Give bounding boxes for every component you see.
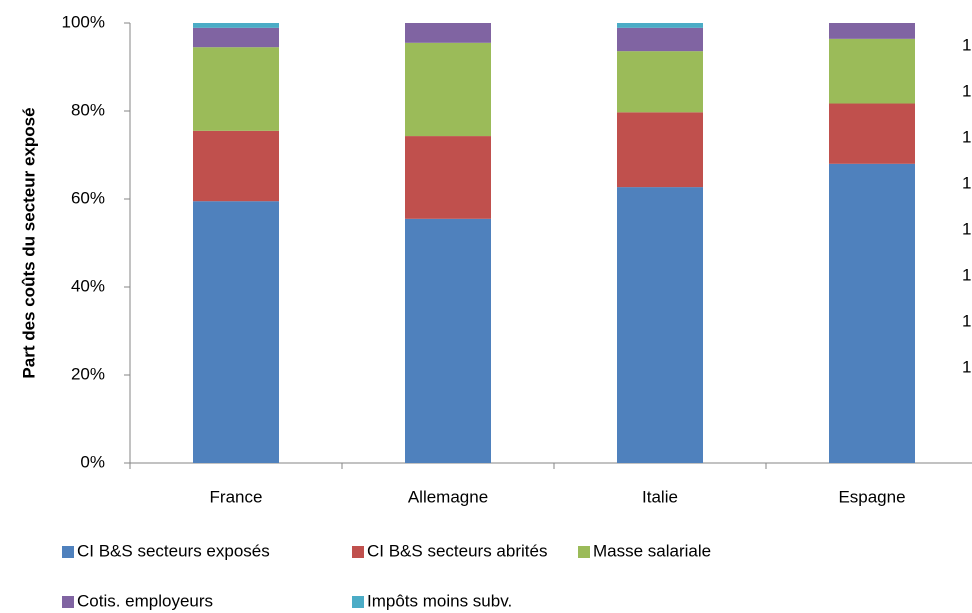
y-tick-label: 20% — [71, 364, 105, 383]
right-label: 1 — [962, 173, 971, 192]
right-label: 1 — [962, 81, 971, 100]
y-tick-label: 100% — [62, 12, 105, 31]
legend-label: CI B&S secteurs abrités — [367, 541, 547, 560]
bar-segment — [193, 47, 279, 131]
y-tick-label: 80% — [71, 100, 105, 119]
bar-segment — [829, 163, 915, 464]
bar-segment — [405, 136, 491, 219]
bar-segment — [193, 130, 279, 202]
legend-label: Impôts moins subv. — [367, 591, 512, 610]
legend-label: Masse salariale — [593, 541, 711, 560]
legend-label: Cotis. employeurs — [77, 591, 213, 610]
legend-swatch — [352, 596, 364, 608]
bar-segment — [405, 23, 491, 43]
right-label: 1 — [962, 35, 971, 54]
right-label: 1 — [962, 265, 971, 284]
right-label: 1 — [962, 219, 971, 238]
legend-swatch — [578, 546, 590, 558]
x-tick-label: France — [210, 487, 263, 506]
y-axis-label: Part des coûts du secteur exposé — [19, 107, 38, 378]
x-tick-label: Italie — [642, 487, 678, 506]
bar-segment — [405, 218, 491, 463]
bar-segment — [193, 23, 279, 28]
bar-segment — [829, 23, 915, 39]
legend-swatch — [62, 546, 74, 558]
bar-segment — [617, 187, 703, 463]
bar-segment — [193, 27, 279, 48]
bar-segment — [617, 51, 703, 113]
right-label: 1 — [962, 357, 971, 376]
y-tick-label: 40% — [71, 276, 105, 295]
legend-swatch — [62, 596, 74, 608]
y-tick-label: 60% — [71, 188, 105, 207]
legend-swatch — [352, 546, 364, 558]
right-label: 1 — [962, 127, 971, 146]
bar-segment — [617, 27, 703, 52]
bar-segment — [829, 38, 915, 104]
bar-segment — [617, 112, 703, 188]
bar-segment — [405, 42, 491, 137]
bar-segment — [193, 201, 279, 463]
right-label: 1 — [962, 311, 971, 330]
y-tick-label: 0% — [80, 452, 105, 471]
x-tick-label: Espagne — [838, 487, 905, 506]
legend-label: CI B&S secteurs exposés — [77, 541, 270, 560]
bar-segment — [829, 103, 915, 164]
bar-segment — [617, 23, 703, 28]
x-tick-label: Allemagne — [408, 487, 488, 506]
